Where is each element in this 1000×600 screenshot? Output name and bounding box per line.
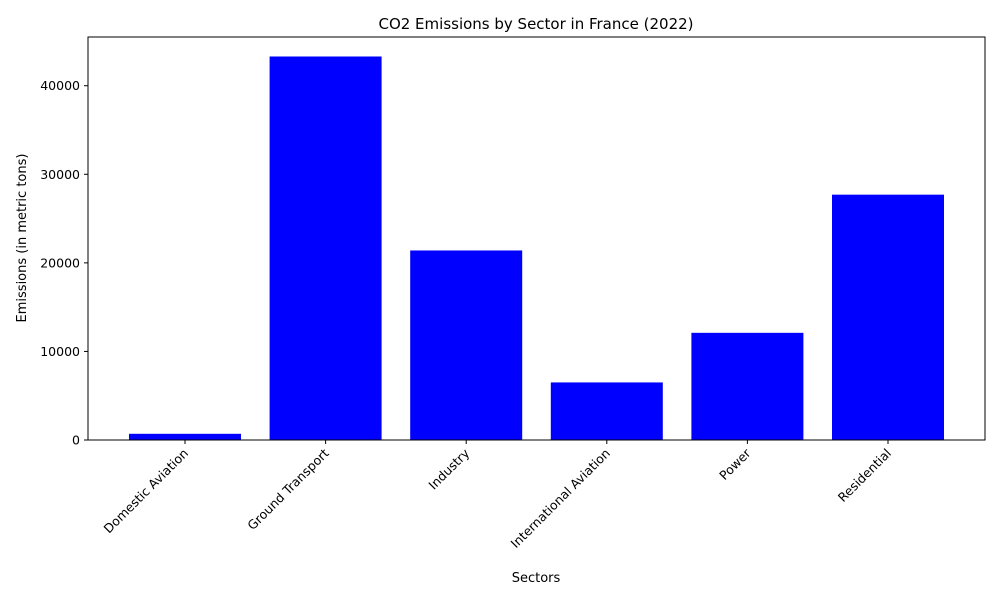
- x-axis-label: Sectors: [512, 571, 561, 586]
- x-tick-label: International Aviation: [508, 446, 613, 551]
- y-axis-label: Emissions (in metric tons): [15, 154, 30, 323]
- bar-industry: [410, 250, 523, 440]
- chart-title: CO2 Emissions by Sector in France (2022): [378, 15, 693, 33]
- x-tick-label: Ground Transport: [244, 445, 331, 532]
- bar-domestic-aviation: [129, 433, 241, 440]
- x-tick-label: Domestic Aviation: [100, 446, 191, 537]
- x-tick-label: Industry: [425, 445, 472, 492]
- y-tick-label: 30000: [40, 167, 80, 182]
- bar-residential: [832, 194, 944, 440]
- bar-power: [691, 332, 804, 440]
- x-tick-label: Residential: [835, 446, 894, 505]
- y-tick-label: 0: [72, 433, 80, 448]
- bars: [129, 56, 944, 441]
- x-axis-ticks: Domestic Aviation Ground Transport Industr…: [100, 440, 894, 551]
- y-tick-label: 40000: [40, 78, 80, 93]
- plot-frame: [87, 36, 986, 441]
- y-tick-label: 10000: [40, 344, 80, 359]
- bar-ground-transport: [269, 56, 382, 441]
- bar-international-aviation: [550, 382, 663, 440]
- y-axis-ticks: 0 10000 20000 30000 40000: [40, 78, 88, 448]
- y-tick-label: 20000: [40, 255, 80, 270]
- x-tick-label: Power: [716, 445, 754, 483]
